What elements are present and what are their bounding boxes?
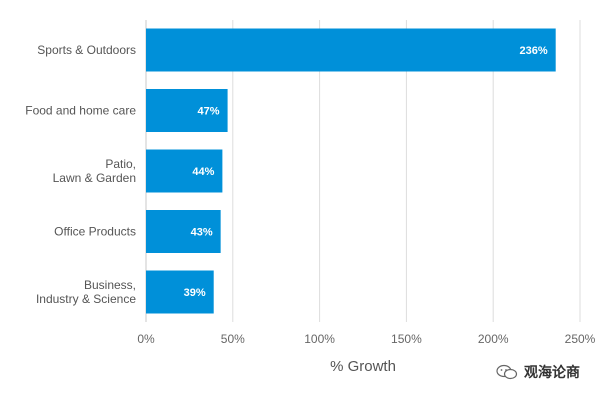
category-label-line: Patio, <box>105 157 136 171</box>
x-tick-label-200: 200% <box>478 332 509 346</box>
bar-0 <box>146 28 556 72</box>
category-label-line: Business, <box>84 278 136 292</box>
bar-3 <box>146 210 221 253</box>
category-label-line: Office Products <box>54 225 136 239</box>
wechat-icon <box>496 364 518 380</box>
x-tick-label-250: 250% <box>565 332 596 346</box>
x-tick-label-100: 100% <box>304 332 335 346</box>
bar-value-label-1: 47% <box>198 106 220 118</box>
category-label-line: Sports & Outdoors <box>37 43 136 57</box>
category-label-2: Patio, Lawn & Garden <box>53 157 136 185</box>
watermark-text: 观海论商 <box>524 364 580 380</box>
watermark: 观海论商 <box>496 362 580 382</box>
bar-value-label-3: 43% <box>191 227 213 239</box>
bars: 236% 47% 44% 43% 39% <box>146 28 556 314</box>
category-label-line: Food and home care <box>25 104 136 118</box>
category-label-0: Sports & Outdoors <box>37 43 136 57</box>
bar-2 <box>146 149 223 193</box>
bar-1 <box>146 89 228 132</box>
x-tick-labels: 0% 50% 100% 150% 200% 250% <box>137 332 595 346</box>
bar-value-label-2: 44% <box>192 166 214 178</box>
bar-value-label-0: 236% <box>520 45 548 57</box>
x-tick-label-50: 50% <box>221 332 245 346</box>
category-label-3: Office Products <box>54 225 136 239</box>
x-axis-title: % Growth <box>330 358 396 375</box>
category-label-line: Lawn & Garden <box>53 171 136 185</box>
category-label-1: Food and home care <box>25 104 136 118</box>
category-label-4: Business, Industry & Science <box>36 278 136 306</box>
x-tick-label-0: 0% <box>137 332 155 346</box>
category-labels: Sports & Outdoors Food and home care Patio… <box>25 43 136 306</box>
x-tick-label-150: 150% <box>391 332 422 346</box>
category-label-line: Industry & Science <box>36 292 136 306</box>
bar-4 <box>146 270 214 314</box>
bar-value-label-4: 39% <box>184 287 206 299</box>
